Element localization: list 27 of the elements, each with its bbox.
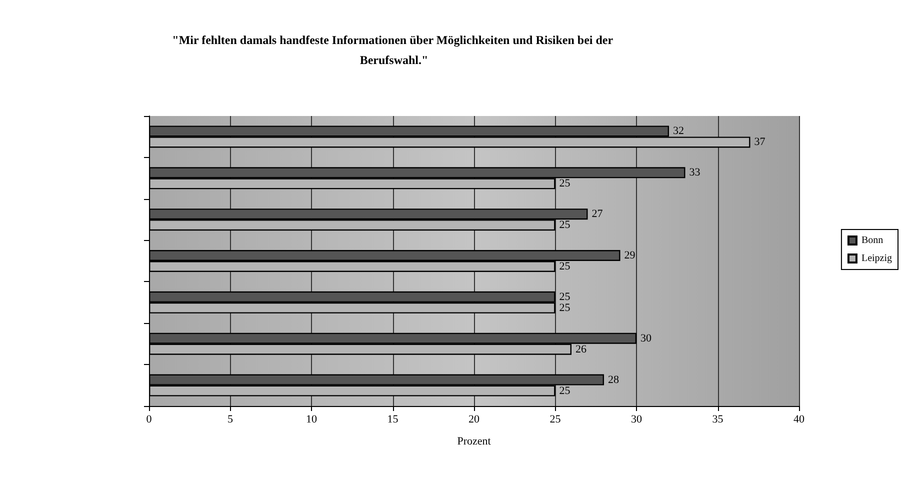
x-tick-label: 40 bbox=[794, 414, 805, 426]
x-tick-label: 35 bbox=[712, 414, 724, 426]
x-tick-label: 25 bbox=[550, 414, 562, 426]
legend-label: Bonn bbox=[861, 235, 884, 246]
data-label: 32 bbox=[673, 125, 684, 138]
x-tick-label: 20 bbox=[468, 414, 480, 426]
data-label: 25 bbox=[559, 302, 571, 314]
chart-title: "Mir fehlten damals handfeste Informationen über Möglichkeiten und Risiken bei der Berufswahl." bbox=[172, 33, 616, 67]
x-axis-title: Prozent bbox=[457, 436, 491, 448]
data-label: 26 bbox=[576, 343, 587, 356]
data-label: 28 bbox=[608, 374, 620, 386]
data-label: 25 bbox=[559, 260, 571, 272]
x-tick-label: 15 bbox=[387, 414, 399, 426]
data-label: 30 bbox=[640, 332, 652, 344]
x-tick-label: 10 bbox=[306, 414, 318, 426]
data-label: 27 bbox=[592, 208, 604, 220]
data-label: 37 bbox=[754, 136, 766, 148]
x-tick-label: 30 bbox=[631, 414, 642, 426]
data-label: 25 bbox=[559, 178, 571, 190]
data-label: 25 bbox=[559, 219, 571, 232]
x-tick-label: 0 bbox=[146, 414, 152, 426]
x-tick-label: 5 bbox=[228, 414, 234, 426]
legend-label: Leipzig bbox=[861, 253, 892, 264]
data-label: 29 bbox=[624, 250, 636, 262]
data-label: 33 bbox=[689, 166, 701, 179]
data-label: 25 bbox=[559, 290, 571, 303]
data-label: 25 bbox=[559, 384, 571, 397]
